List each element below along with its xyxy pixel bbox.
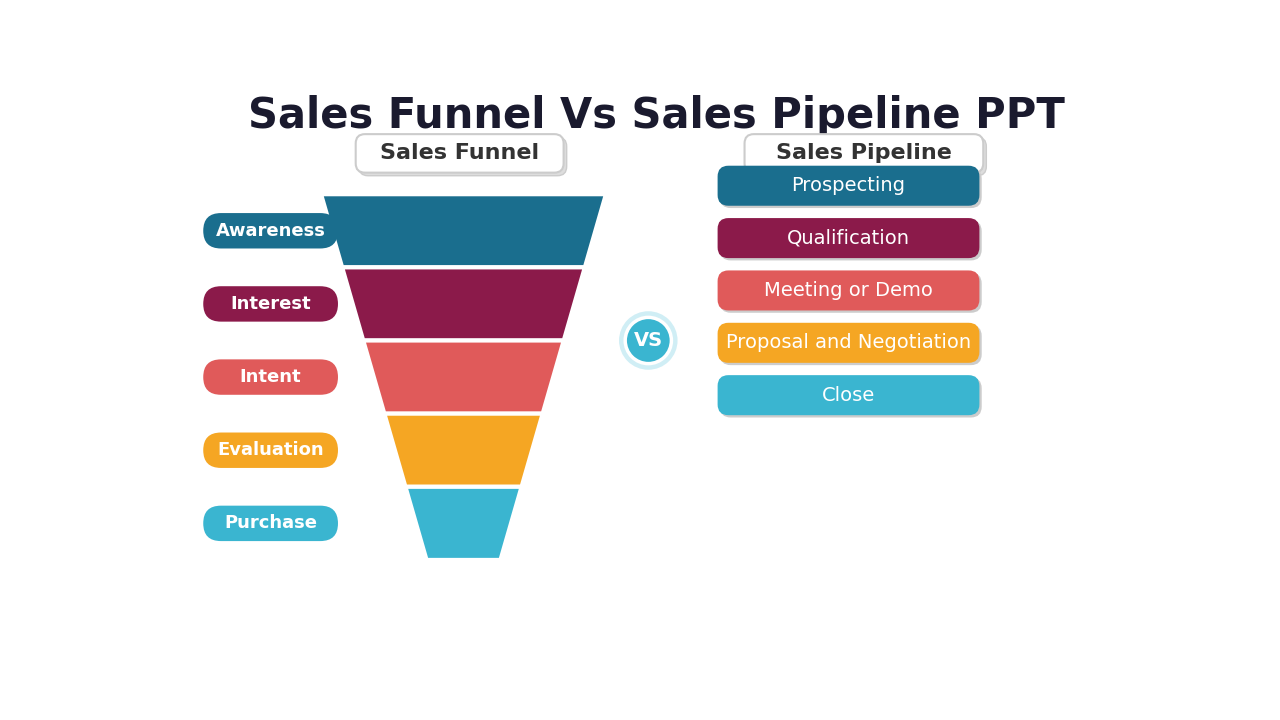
FancyBboxPatch shape: [719, 377, 982, 418]
FancyBboxPatch shape: [204, 287, 338, 322]
FancyBboxPatch shape: [718, 271, 979, 310]
Circle shape: [625, 318, 672, 364]
FancyBboxPatch shape: [358, 138, 567, 176]
Polygon shape: [406, 487, 521, 560]
Text: Qualification: Qualification: [787, 228, 910, 248]
FancyBboxPatch shape: [204, 433, 338, 468]
FancyBboxPatch shape: [204, 213, 338, 248]
Text: Close: Close: [822, 386, 876, 405]
FancyBboxPatch shape: [204, 359, 338, 395]
FancyBboxPatch shape: [718, 323, 979, 363]
FancyBboxPatch shape: [356, 134, 563, 173]
FancyBboxPatch shape: [718, 375, 979, 415]
FancyBboxPatch shape: [719, 168, 982, 208]
FancyBboxPatch shape: [718, 166, 979, 206]
Text: Awareness: Awareness: [215, 222, 325, 240]
FancyBboxPatch shape: [748, 138, 987, 176]
Text: Sales Pipeline: Sales Pipeline: [776, 143, 952, 163]
Text: Evaluation: Evaluation: [218, 441, 324, 459]
Polygon shape: [321, 194, 605, 267]
Text: VS: VS: [634, 331, 663, 350]
Text: Sales Funnel Vs Sales Pipeline PPT: Sales Funnel Vs Sales Pipeline PPT: [247, 94, 1065, 137]
FancyBboxPatch shape: [204, 505, 338, 541]
Text: Prospecting: Prospecting: [791, 176, 905, 195]
Text: Purchase: Purchase: [224, 514, 317, 532]
FancyBboxPatch shape: [719, 325, 982, 365]
FancyBboxPatch shape: [719, 220, 982, 261]
Circle shape: [620, 311, 677, 370]
Polygon shape: [364, 341, 563, 414]
FancyBboxPatch shape: [745, 134, 983, 173]
Polygon shape: [342, 267, 585, 341]
Text: Sales Funnel: Sales Funnel: [380, 143, 539, 163]
FancyBboxPatch shape: [718, 218, 979, 258]
Text: Meeting or Demo: Meeting or Demo: [764, 281, 933, 300]
Text: Proposal and Negotiation: Proposal and Negotiation: [726, 333, 972, 352]
Text: Intent: Intent: [239, 368, 301, 386]
Polygon shape: [384, 414, 543, 487]
Text: Interest: Interest: [230, 295, 311, 313]
FancyBboxPatch shape: [719, 273, 982, 312]
